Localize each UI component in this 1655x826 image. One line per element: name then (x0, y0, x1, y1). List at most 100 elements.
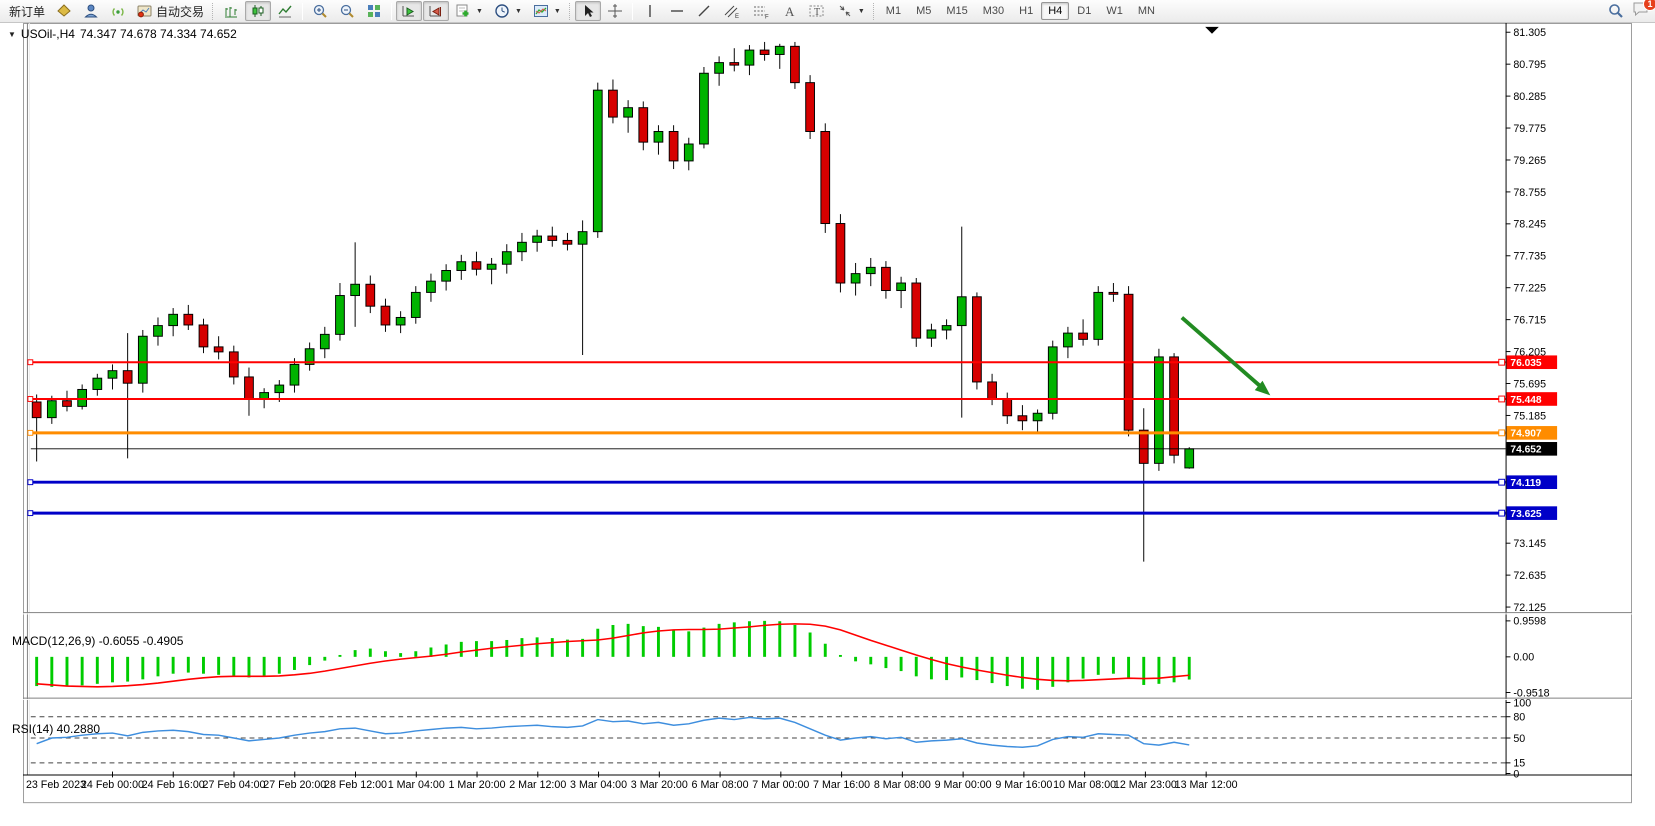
crosshair-button[interactable] (602, 1, 628, 21)
fibonacci-button[interactable]: F (747, 1, 775, 21)
up-candle (395, 316, 406, 326)
horizontal-line-button[interactable] (664, 1, 690, 21)
timeframe-W1[interactable]: W1 (1106, 5, 1123, 17)
svg-text:3 Mar 20:00: 3 Mar 20:00 (631, 779, 688, 791)
price-tag (1506, 442, 1558, 456)
up-candle (683, 143, 694, 162)
timeframe-H1[interactable]: H1 (1019, 5, 1034, 17)
dropdown-caret: ▼ (514, 7, 522, 15)
svg-text:9 Mar 16:00: 9 Mar 16:00 (995, 779, 1052, 791)
svg-text:74.907: 74.907 (1510, 429, 1541, 440)
chart-shift-button[interactable] (423, 1, 450, 21)
svg-text:7 Mar 00:00: 7 Mar 00:00 (752, 779, 809, 791)
templates-button[interactable]: ▼ (528, 1, 566, 21)
down-candle (1138, 429, 1149, 464)
chart-shift-marker (1205, 26, 1219, 34)
svg-text:76.035: 76.035 (1510, 358, 1541, 369)
svg-text:27 Feb 20:00: 27 Feb 20:00 (263, 779, 326, 791)
up-candle (865, 266, 876, 275)
horizontal-line-icon (670, 10, 683, 12)
toolbar-grip (568, 2, 572, 20)
down-candle (198, 324, 209, 348)
chart-ohlc-quote: 74.347 74.678 74.334 74.652 (79, 27, 237, 41)
candles-layer (31, 41, 1195, 562)
dropdown-caret: ▼ (857, 7, 865, 15)
timeframe-H4[interactable]: H4 (1041, 2, 1070, 20)
chart-title[interactable]: ▼ USOil-,H4 74.347 74.678 74.334 74.652 (8, 27, 237, 41)
vertical-line-button[interactable] (637, 1, 663, 21)
svg-text:1 Mar 04:00: 1 Mar 04:00 (388, 779, 445, 791)
community-button[interactable] (78, 1, 104, 21)
pane-separators (23, 612, 1632, 776)
up-candle (456, 261, 467, 271)
text-label-button[interactable]: T (803, 1, 831, 21)
svg-text:13 Mar 12:00: 13 Mar 12:00 (1175, 779, 1238, 791)
down-candle (729, 62, 740, 66)
down-candle (790, 45, 800, 84)
new-order-button[interactable]: 新订单 (4, 1, 50, 21)
bar-chart-button[interactable] (218, 1, 244, 21)
cursor-button[interactable] (574, 1, 601, 21)
timeframe-M5[interactable]: M5 (916, 5, 932, 17)
toolbar-separator (631, 2, 633, 20)
text-label-icon: T (809, 5, 824, 18)
chat-badge: 1 (1643, 0, 1655, 11)
new-chart-button[interactable]: ▼ (450, 1, 488, 21)
up-candle (441, 270, 451, 282)
trendline-button[interactable] (691, 1, 717, 21)
timeframe-M1[interactable]: M1 (885, 5, 902, 17)
arrows-button[interactable]: ▼ (832, 1, 870, 21)
down-candle (805, 82, 815, 132)
down-candle (213, 346, 224, 353)
svg-text:8 Mar 08:00: 8 Mar 08:00 (874, 779, 931, 791)
toolbar-grip (872, 2, 876, 20)
up-candle (304, 348, 315, 365)
timeframe-M30[interactable]: M30 (982, 5, 1005, 17)
up-candle (46, 400, 57, 419)
macd-pane: 0.9598 0.00 -0.9518 (35, 616, 1550, 699)
timeframe-D1[interactable]: D1 (1077, 5, 1092, 17)
autotrading-button[interactable]: 自动交易 (132, 1, 209, 21)
down-candle (1169, 356, 1179, 456)
equidistant-channel-icon: E (724, 5, 739, 19)
svg-text:9 Mar 00:00: 9 Mar 00:00 (935, 779, 992, 791)
search-button[interactable] (1602, 1, 1630, 21)
tile-windows-icon (368, 5, 381, 17)
line-chart-icon (278, 5, 292, 18)
metaeditor-button[interactable] (51, 1, 77, 21)
text-button[interactable]: A (776, 1, 802, 21)
equidistant-channel-button[interactable]: E (718, 1, 746, 21)
down-candle (228, 351, 239, 378)
up-candle (168, 313, 179, 327)
zoom-in-button[interactable] (307, 1, 333, 21)
svg-text:0: 0 (1513, 768, 1519, 780)
up-candle (1093, 291, 1104, 340)
svg-text:78.755: 78.755 (1513, 187, 1546, 199)
svg-text:80.285: 80.285 (1513, 91, 1546, 103)
chart-window: 76.035 75.448 74.907 74.652 74.119 73.625 81.3… (0, 23, 1655, 826)
signals-button[interactable] (105, 1, 131, 21)
auto-scroll-button[interactable] (396, 1, 423, 21)
zoom-out-button[interactable] (334, 1, 360, 21)
chart-title-collapse-icon[interactable]: ▼ (8, 29, 16, 39)
down-candle (183, 313, 194, 326)
line-handle (1498, 478, 1506, 486)
periods-button[interactable]: ▼ (489, 1, 527, 21)
timeframe-M15[interactable]: M15 (946, 5, 968, 17)
clock-icon (495, 4, 509, 18)
chat-button[interactable]: 1 (1631, 0, 1655, 23)
svg-text:73.625: 73.625 (1510, 509, 1541, 520)
svg-text:23 Feb 2023: 23 Feb 2023 (26, 779, 86, 791)
line-handle (27, 479, 34, 486)
svg-text:-0.9518: -0.9518 (1513, 687, 1549, 699)
chart-canvas[interactable]: 76.03575.44874.90774.65274.11973.62581.3… (0, 23, 1655, 826)
timeframe-MN[interactable]: MN (1137, 5, 1155, 17)
candlestick-button[interactable] (245, 1, 272, 21)
horizontal-price-lines: 76.035 75.448 74.907 74.652 74.119 73.625 (27, 355, 1558, 520)
price-tag (1506, 506, 1558, 520)
down-candle (547, 235, 558, 241)
down-candle (1017, 415, 1028, 422)
tile-windows-button[interactable] (361, 1, 387, 21)
line-chart-button[interactable] (272, 1, 298, 21)
line-handle (27, 396, 34, 402)
